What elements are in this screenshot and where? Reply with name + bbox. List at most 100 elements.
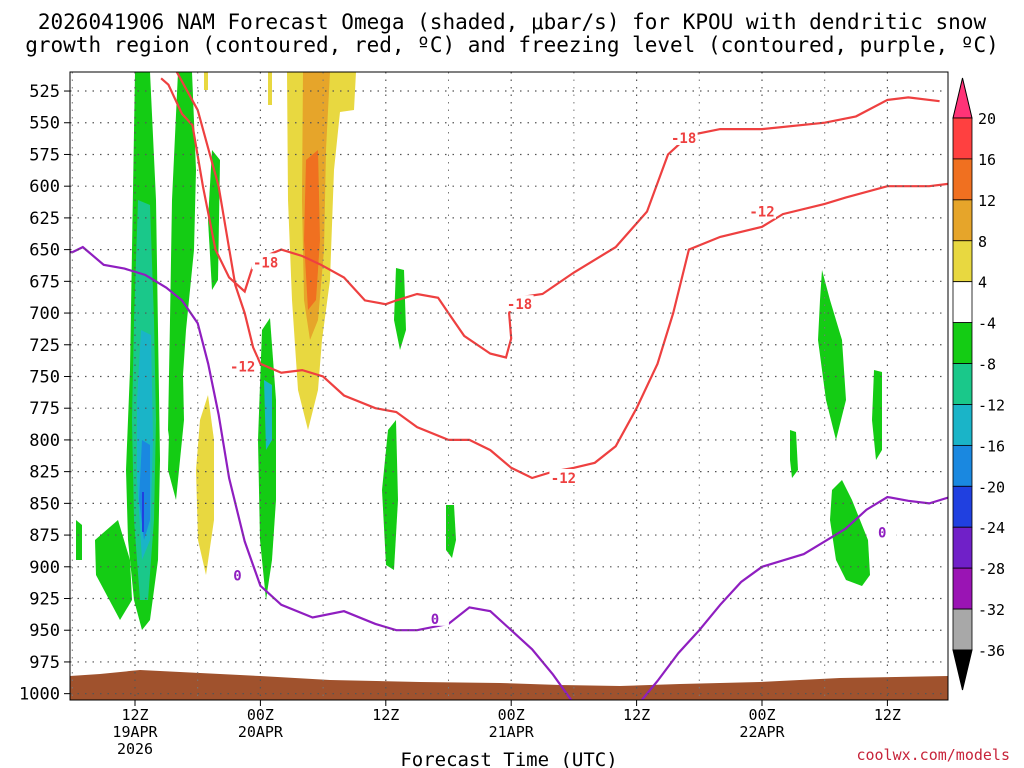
y-tick-label-775: 775 bbox=[29, 399, 60, 419]
omega-green-mid-1 bbox=[394, 268, 406, 350]
x-tick-label-66-0: 00Z bbox=[748, 706, 775, 724]
colorbar-label-8: -16 bbox=[978, 437, 1005, 455]
y-tick-label-700: 700 bbox=[29, 304, 60, 324]
contour-label-bg-7 bbox=[420, 609, 449, 626]
y-tick-label-650: 650 bbox=[29, 241, 60, 261]
omega-green-far-left bbox=[76, 520, 82, 560]
y-tick-label-575: 575 bbox=[29, 145, 60, 165]
colorbar-label-5: -4 bbox=[978, 315, 996, 333]
y-tick-label-750: 750 bbox=[29, 367, 60, 387]
omega-green-right-4 bbox=[830, 480, 870, 586]
y-tick-label-900: 900 bbox=[29, 558, 60, 578]
omega-green-lower-left bbox=[95, 520, 132, 620]
chart-title-line2: growth region (contoured, red, ºC) and f… bbox=[25, 33, 999, 57]
omega-green-right-2 bbox=[872, 370, 882, 460]
contour-label-bg-8 bbox=[868, 523, 897, 540]
contour-label-2: -18 bbox=[507, 297, 532, 313]
omega-cyan-column-4 bbox=[264, 380, 272, 450]
x-tick-label-6-0: 12Z bbox=[121, 706, 148, 724]
omega-blue-core-1 bbox=[139, 440, 150, 540]
contour-label-bg-2 bbox=[505, 295, 534, 312]
colorbar-segment-1 bbox=[952, 158, 973, 201]
omega-green-right-3 bbox=[790, 430, 798, 478]
contour-label-bg-1 bbox=[228, 357, 257, 374]
colorbar-label-0: 20 bbox=[978, 110, 996, 128]
y-tick-label-600: 600 bbox=[29, 177, 60, 197]
colorbar-label-11: -28 bbox=[978, 560, 1005, 578]
y-tick-label-825: 825 bbox=[29, 463, 60, 483]
omega-yellow-top-small bbox=[268, 72, 272, 105]
y-tick-label-1000: 1000 bbox=[19, 685, 60, 705]
omega-green-column-2b bbox=[168, 320, 184, 500]
x-tick-label-6-1: 19APR bbox=[112, 723, 158, 741]
colorbar-segment-6 bbox=[952, 363, 973, 405]
x-tick-label-78-0: 12Z bbox=[874, 706, 901, 724]
contour-line-2 bbox=[70, 245, 948, 700]
colorbar-segment-4 bbox=[952, 281, 973, 324]
colorbar-label-6: -8 bbox=[978, 356, 996, 374]
credit-text: coolwx.com/models bbox=[856, 746, 1010, 764]
chart-title-line1: 2026041906 NAM Forecast Omega (shaded, μ… bbox=[37, 10, 987, 34]
x-tick-label-6-2: 2026 bbox=[117, 740, 153, 758]
colorbar: 20 16 12 8 4 -4 -8 -12 -16 -20 -24 -28 -32 -36 bbox=[952, 77, 1005, 691]
x-tick-label-42-1: 21APR bbox=[489, 723, 535, 741]
x-tick-label-66-1: 22APR bbox=[739, 723, 785, 741]
colorbar-segment-3 bbox=[952, 240, 973, 283]
contour-label-5: -12 bbox=[749, 205, 774, 221]
x-tick-label-18-0: 00Z bbox=[247, 706, 274, 724]
plot-border bbox=[69, 71, 949, 701]
y-tick-label-550: 550 bbox=[29, 114, 60, 134]
colorbar-segment-12 bbox=[952, 608, 973, 651]
colorbar-label-1: 16 bbox=[978, 151, 996, 169]
colorbar-label-9: -20 bbox=[978, 478, 1005, 496]
terrain-ground bbox=[70, 670, 948, 700]
colorbar-bottom-arrow bbox=[952, 649, 973, 691]
contour-label-6: 0 bbox=[233, 569, 241, 585]
colorbar-top-arrow bbox=[952, 77, 973, 119]
plot-area bbox=[70, 72, 948, 700]
x-axis-label: Forecast Time (UTC) bbox=[400, 749, 617, 768]
colorbar-label-12: -32 bbox=[978, 601, 1005, 619]
colorbar-label-10: -24 bbox=[978, 519, 1005, 537]
colorbar-segment-7 bbox=[952, 404, 973, 446]
y-tick-label-675: 675 bbox=[29, 272, 60, 292]
colorbar-label-7: -12 bbox=[978, 396, 1005, 414]
omega-orange-core bbox=[304, 150, 320, 310]
y-tick-label-625: 625 bbox=[29, 209, 60, 229]
colorbar-segment-9 bbox=[952, 485, 973, 528]
y-tick-label-950: 950 bbox=[29, 621, 60, 641]
colorbar-segment-0 bbox=[952, 117, 973, 160]
omega-shading bbox=[76, 72, 882, 630]
colorbar-segment-8 bbox=[952, 444, 973, 487]
contour-label-bg-3 bbox=[549, 468, 578, 485]
x-tick-label-54-0: 12Z bbox=[623, 706, 650, 724]
colorbar-segment-10 bbox=[952, 526, 973, 569]
y-tick-label-725: 725 bbox=[29, 336, 60, 356]
colorbar-label-2: 12 bbox=[978, 192, 996, 210]
colorbar-label-4: 4 bbox=[978, 274, 987, 292]
y-tick-label-925: 925 bbox=[29, 590, 60, 610]
colorbar-segment-11 bbox=[952, 567, 973, 610]
contour-label-bg-4 bbox=[669, 128, 698, 145]
contour-label-4: -18 bbox=[671, 131, 696, 147]
y-tick-label-875: 875 bbox=[29, 526, 60, 546]
x-tick-label-42-0: 00Z bbox=[498, 706, 525, 724]
y-tick-label-800: 800 bbox=[29, 431, 60, 451]
x-tick-label-30-0: 12Z bbox=[372, 706, 399, 724]
colorbar-segment-2 bbox=[952, 199, 973, 242]
y-tick-label-850: 850 bbox=[29, 494, 60, 514]
contour-label-1: -12 bbox=[230, 359, 255, 375]
contour-label-8: 0 bbox=[878, 526, 886, 542]
contour-label-bg-0 bbox=[251, 253, 280, 270]
omega-green-mid-2 bbox=[382, 420, 398, 570]
contour-label-3: -12 bbox=[551, 471, 576, 487]
colorbar-label-13: -36 bbox=[978, 642, 1005, 660]
colorbar-label-3: 8 bbox=[978, 233, 987, 251]
contour-label-7: 0 bbox=[431, 612, 439, 628]
contour-label-0: -18 bbox=[253, 255, 278, 271]
colorbar-segment-5 bbox=[952, 322, 973, 364]
y-tick-label-975: 975 bbox=[29, 653, 60, 673]
omega-yellow-left-top bbox=[204, 72, 208, 90]
contour-label-bg-5 bbox=[748, 202, 776, 219]
